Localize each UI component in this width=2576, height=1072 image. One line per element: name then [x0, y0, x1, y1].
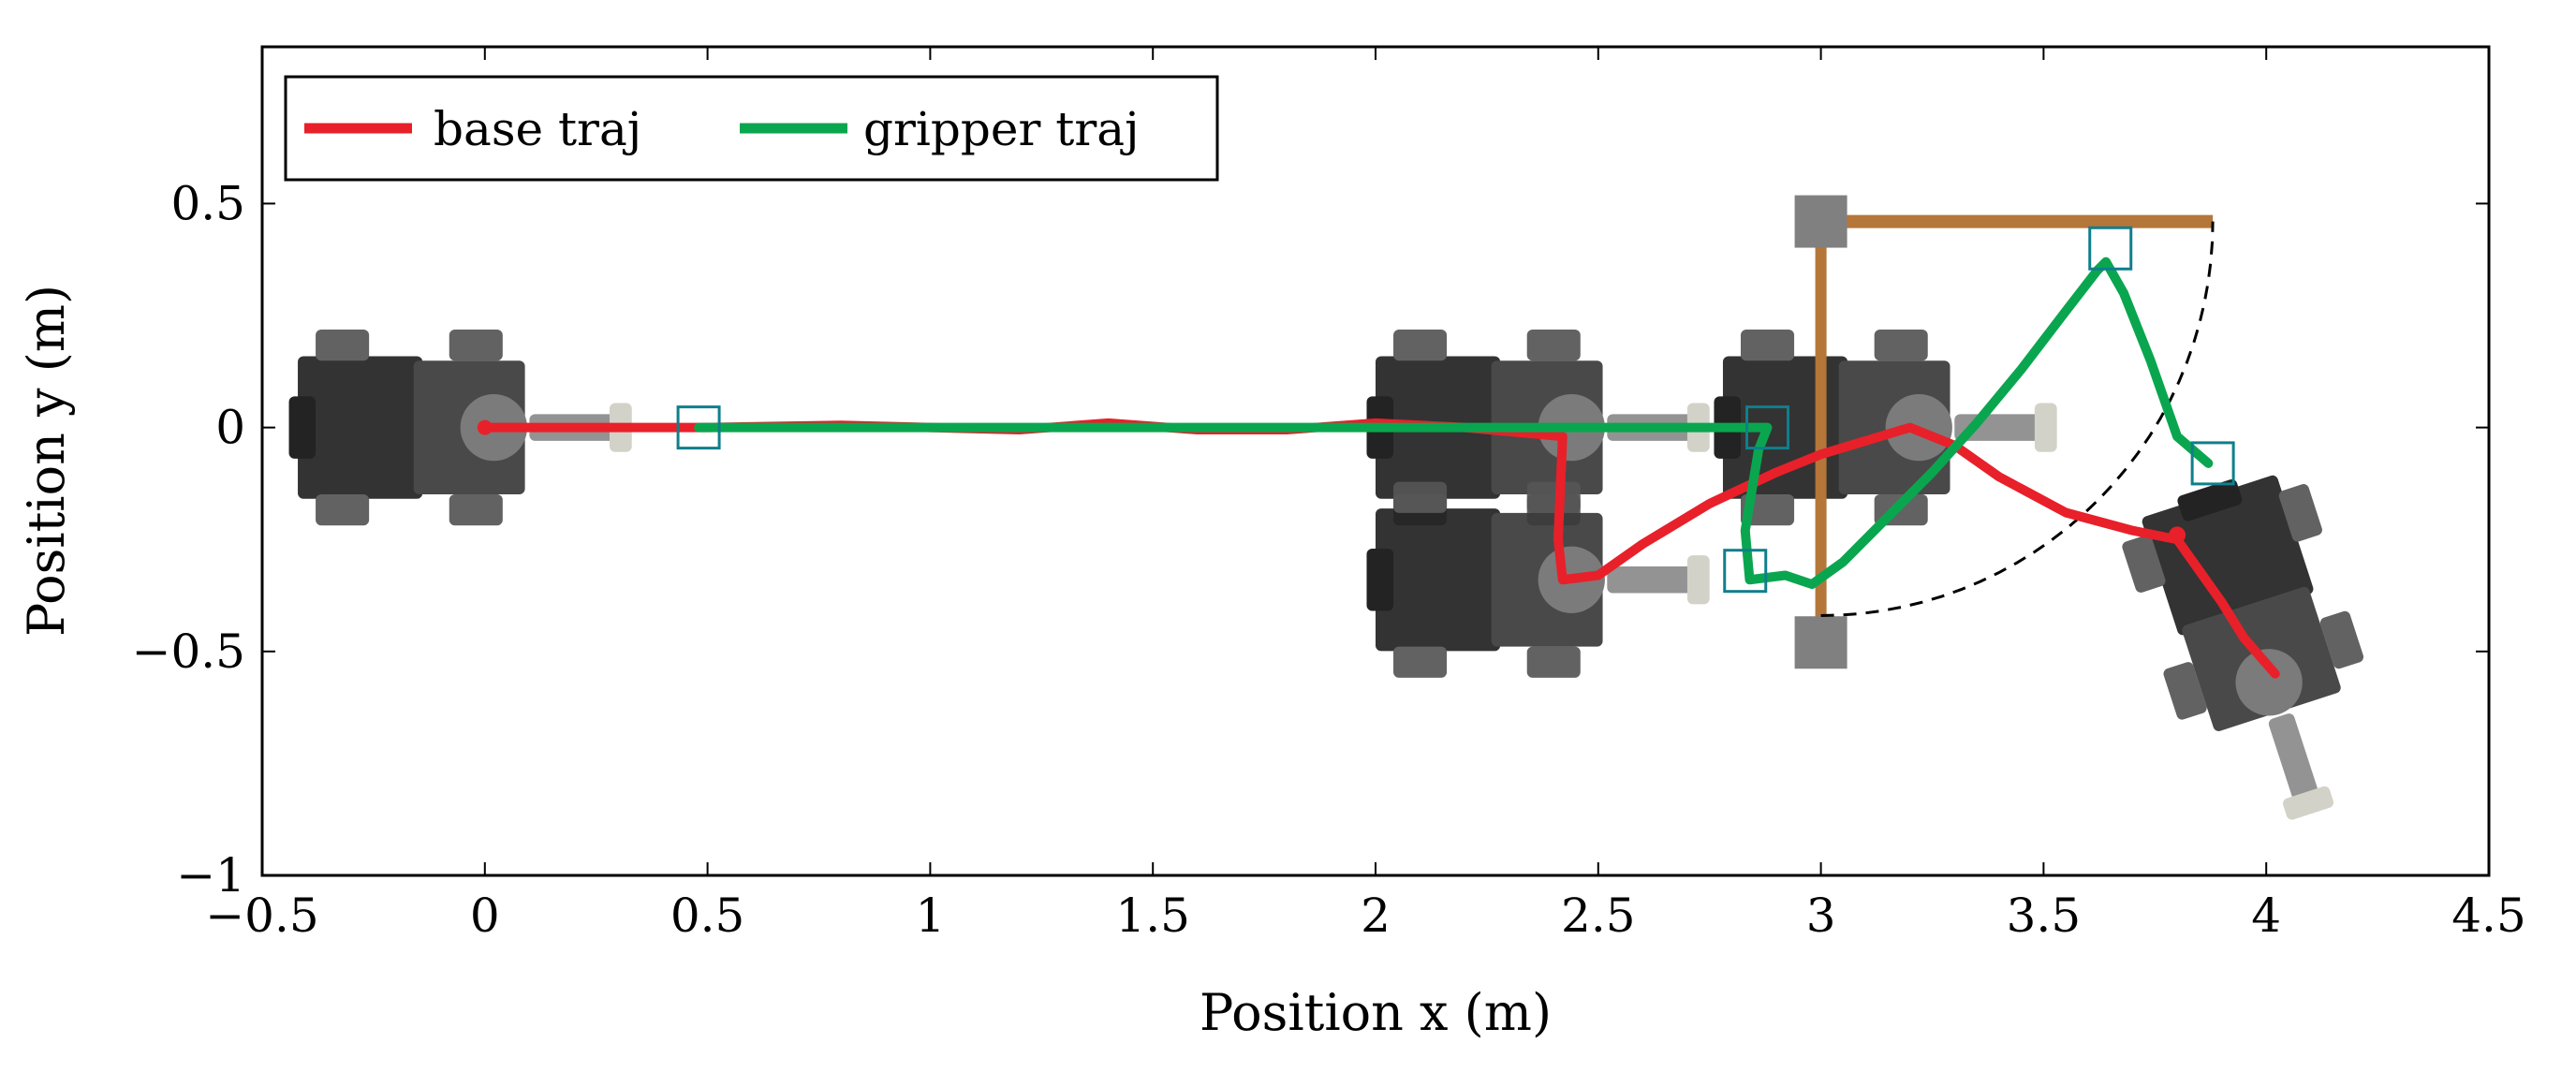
x-tick-label: 4.5: [2451, 888, 2526, 943]
robot-pose: [1366, 481, 1710, 678]
gripper-markers: [676, 226, 2235, 594]
gripper-marker: [1745, 405, 1790, 450]
axis-ticks: −0.5 0 0.5 1 1.5 2 2.5 3 3.5 4 4.5−1−0.500.5: [132, 47, 2526, 943]
legend-box: [284, 75, 1219, 182]
legend-label-base: base traj: [434, 102, 641, 156]
y-tick-label: 0: [215, 401, 245, 455]
x-tick-label: 0.5: [670, 888, 745, 943]
door: [1794, 195, 2215, 669]
trajectory-series: [477, 257, 2280, 679]
x-axis-label: Position x (m): [1200, 983, 1552, 1042]
gripper-marker: [676, 405, 721, 450]
base-traj-waypoint: [2169, 526, 2186, 544]
x-tick-label: 2: [1361, 888, 1391, 943]
gripper-marker: [2190, 441, 2235, 486]
x-tick-label: 0: [470, 888, 500, 943]
door-post: [1794, 195, 1847, 248]
y-tick-label: −1: [176, 848, 245, 903]
gripper-marker: [1723, 549, 1768, 594]
x-tick-label: 2.5: [1561, 888, 1636, 943]
x-tick-label: 4: [2251, 888, 2281, 943]
door-swing-arc: [1820, 221, 2215, 618]
gripper-traj-line: [694, 257, 2214, 590]
x-tick-label: 1.5: [1115, 888, 1190, 943]
legend-label-gripper: gripper traj: [863, 102, 1140, 156]
y-tick-label: 0.5: [170, 176, 245, 230]
gripper-marker: [2088, 226, 2133, 271]
y-axis-label: Position y (m): [17, 285, 76, 637]
x-tick-label: 1: [915, 888, 945, 943]
robot-poses: [288, 329, 2364, 820]
robot-pose: [2122, 475, 2364, 820]
x-tick-label: −0.5: [205, 888, 318, 943]
door-post: [1794, 616, 1847, 669]
y-tick-label: −0.5: [132, 624, 245, 679]
x-tick-label: 3.5: [2007, 888, 2082, 943]
legend: base traj gripper traj: [284, 75, 1219, 182]
x-tick-label: 3: [1806, 888, 1836, 943]
base-traj-start-point: [477, 419, 493, 435]
